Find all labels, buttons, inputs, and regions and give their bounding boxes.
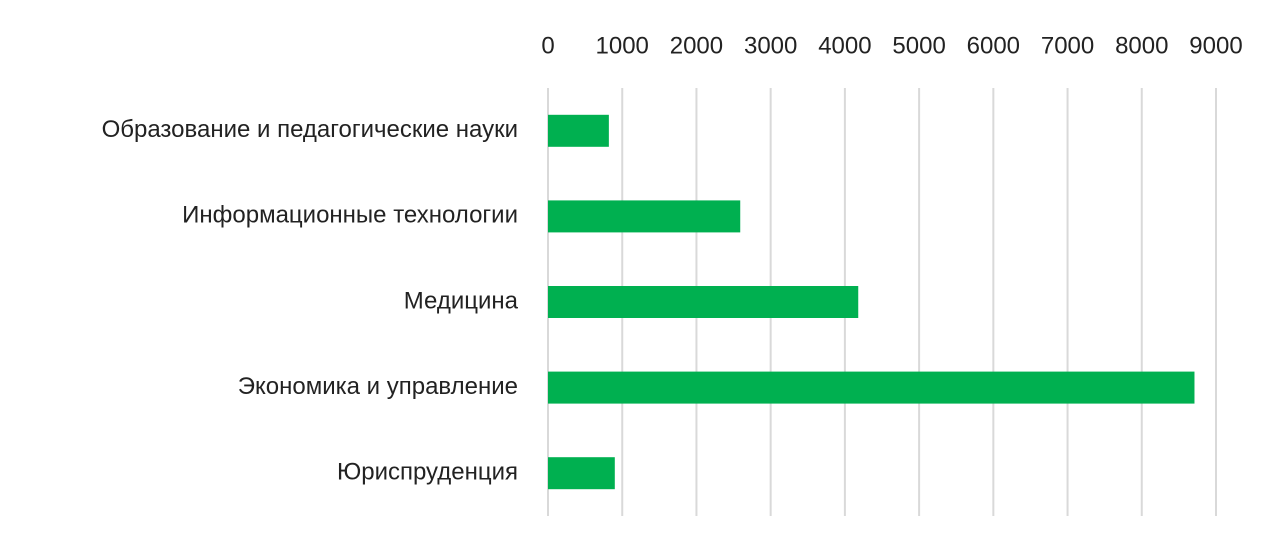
bar bbox=[548, 114, 609, 147]
x-tick-label: 1000 bbox=[596, 32, 649, 59]
x-tick-label: 5000 bbox=[892, 32, 945, 59]
y-tick-label: Медицина bbox=[404, 287, 519, 314]
y-tick-label: Информационные технологии bbox=[182, 202, 518, 229]
y-tick-label: Юриспруденция bbox=[337, 459, 518, 486]
x-tick-label: 0 bbox=[541, 32, 554, 59]
bar bbox=[548, 371, 1195, 404]
bar bbox=[548, 200, 741, 233]
bar bbox=[548, 457, 615, 490]
y-tick-label: Экономика и управление bbox=[238, 373, 518, 400]
x-tick-label: 8000 bbox=[1115, 32, 1168, 59]
y-tick-label: Образование и педагогические науки bbox=[102, 116, 518, 143]
x-tick-label: 9000 bbox=[1189, 32, 1242, 59]
x-tick-label: 4000 bbox=[818, 32, 871, 59]
x-tick-label: 7000 bbox=[1041, 32, 1094, 59]
x-tick-label: 2000 bbox=[670, 32, 723, 59]
bar bbox=[548, 286, 859, 318]
x-tick-label: 6000 bbox=[967, 32, 1020, 59]
x-tick-label: 3000 bbox=[744, 32, 797, 59]
